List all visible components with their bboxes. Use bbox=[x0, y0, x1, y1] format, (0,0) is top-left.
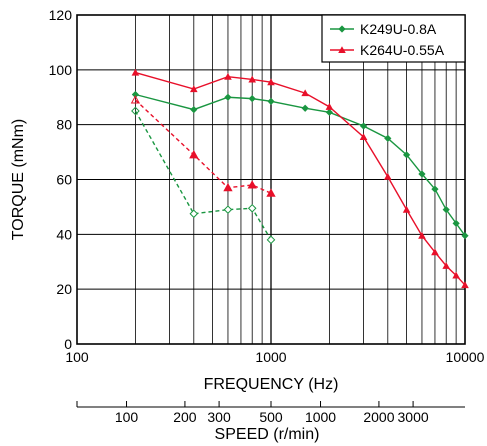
speed-tick-label: 3000 bbox=[398, 409, 429, 425]
speed-tick-label: 300 bbox=[207, 409, 231, 425]
y-axis-ticks: 0 20 40 60 80 100 120 bbox=[49, 7, 73, 352]
series-line-solid bbox=[135, 93, 466, 237]
speed-axis-title: SPEED (r/min) bbox=[215, 426, 320, 443]
data-point bbox=[431, 248, 439, 256]
x-tick-label: 1000 bbox=[255, 349, 286, 365]
data-point-dashed bbox=[223, 205, 233, 214]
y-tick-label: 0 bbox=[64, 336, 72, 352]
data-point-dashed bbox=[223, 182, 233, 192]
data-point bbox=[325, 108, 333, 116]
data-point bbox=[384, 134, 392, 142]
data-point bbox=[452, 219, 460, 227]
y-tick-label: 60 bbox=[56, 172, 72, 188]
x-axis-title: FREQUENCY (Hz) bbox=[204, 376, 339, 393]
data-point bbox=[325, 103, 334, 110]
x-tick-label: 10000 bbox=[446, 349, 485, 365]
data-point-dashed bbox=[247, 203, 257, 213]
legend-swatch-marker bbox=[338, 25, 346, 33]
y-tick-label: 100 bbox=[49, 62, 73, 78]
y-tick-label: 20 bbox=[56, 281, 72, 297]
speed-tick-label: 500 bbox=[259, 409, 283, 425]
data-point bbox=[190, 105, 198, 114]
y-tick-label: 120 bbox=[49, 7, 73, 23]
y-tick-label: 80 bbox=[56, 117, 72, 133]
data-point bbox=[383, 172, 392, 180]
speed-axis: 100 200 300 500 1000 2000 3000 bbox=[76, 401, 465, 425]
data-point bbox=[267, 78, 275, 86]
data-point bbox=[131, 68, 140, 76]
data-point bbox=[461, 232, 469, 240]
series-K264U-0.55A bbox=[130, 68, 469, 289]
plot-frame bbox=[76, 14, 466, 345]
data-point bbox=[442, 262, 450, 269]
data-point bbox=[418, 170, 426, 178]
data-point bbox=[403, 151, 411, 159]
legend-swatch-marker bbox=[338, 46, 346, 54]
y-tick-label: 40 bbox=[56, 226, 72, 242]
speed-tick-label: 1000 bbox=[305, 409, 336, 425]
data-point-dashed bbox=[189, 149, 199, 159]
data-point bbox=[224, 72, 232, 80]
data-point-dashed bbox=[266, 188, 276, 197]
y-axis-title: TORQUE (mNm) bbox=[10, 119, 27, 240]
speed-tick-label: 100 bbox=[115, 409, 139, 425]
legend: K249U-0.8A K264U-0.55A bbox=[321, 14, 466, 63]
legend-label: K264U-0.55A bbox=[360, 42, 445, 58]
data-point bbox=[248, 95, 256, 103]
data-point bbox=[224, 93, 232, 101]
data-point bbox=[402, 205, 411, 213]
data-point-dashed bbox=[131, 106, 140, 116]
data-point bbox=[131, 90, 139, 99]
series-line-dashed bbox=[134, 110, 272, 241]
series-layer bbox=[130, 68, 469, 289]
data-point bbox=[267, 97, 275, 105]
data-point-dashed bbox=[266, 235, 276, 245]
series-K249U-0.8A bbox=[131, 90, 469, 245]
speed-tick-label: 2000 bbox=[363, 409, 394, 425]
data-point bbox=[301, 89, 309, 97]
legend-label: K249U-0.8A bbox=[360, 21, 437, 37]
grid-lines bbox=[77, 15, 465, 344]
data-point bbox=[189, 85, 198, 93]
data-point bbox=[359, 122, 368, 130]
data-point-dashed bbox=[130, 95, 141, 104]
data-point-dashed bbox=[247, 180, 257, 189]
speed-tick-label: 200 bbox=[173, 409, 197, 425]
data-point bbox=[359, 133, 368, 141]
data-point-dashed bbox=[189, 209, 199, 219]
x-tick-label: 100 bbox=[65, 349, 89, 365]
data-point bbox=[431, 185, 439, 193]
legend-box bbox=[321, 14, 466, 63]
data-point bbox=[442, 206, 450, 214]
x-axis-ticks: 100 1000 10000 bbox=[65, 349, 484, 365]
data-point bbox=[301, 104, 309, 112]
data-point bbox=[452, 271, 460, 279]
data-point bbox=[461, 281, 469, 289]
data-point bbox=[248, 75, 256, 83]
series-line-solid bbox=[135, 71, 466, 286]
data-point bbox=[418, 231, 426, 239]
